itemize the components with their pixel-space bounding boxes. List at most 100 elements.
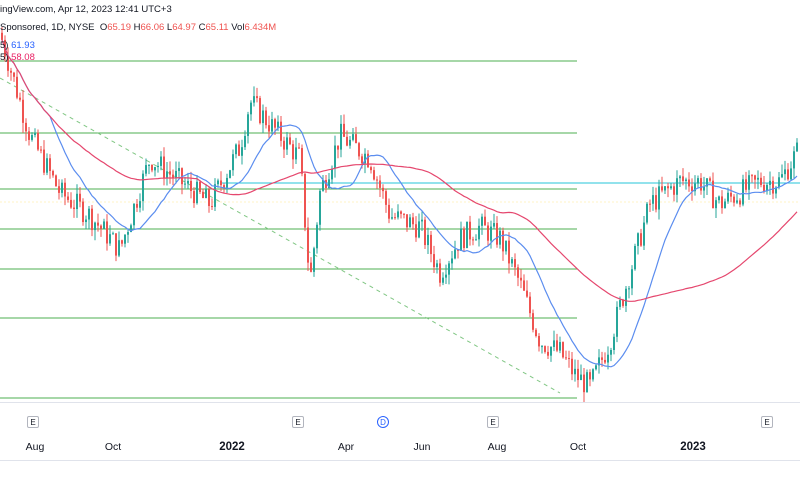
- candle-body: [517, 267, 519, 278]
- candle-body: [427, 234, 429, 246]
- candle-body: [34, 132, 36, 136]
- candle-body: [37, 132, 39, 150]
- candle-body: [166, 171, 168, 179]
- candle-body: [55, 175, 57, 187]
- candle-body: [403, 213, 405, 215]
- candle-body: [478, 225, 480, 240]
- earnings-event-marker[interactable]: E: [761, 416, 773, 428]
- candle-body: [163, 156, 165, 179]
- candle-body: [49, 158, 51, 171]
- candle-body: [544, 346, 546, 352]
- candle-body: [721, 196, 723, 209]
- candle-body: [289, 137, 291, 145]
- candle-body: [556, 340, 558, 351]
- candle-body: [82, 201, 84, 223]
- candle-body: [442, 277, 444, 283]
- candle-body: [379, 180, 381, 188]
- candle-body: [610, 349, 612, 355]
- candle-body: [562, 342, 564, 358]
- candle-body: [532, 313, 534, 330]
- candle-body: [763, 184, 765, 192]
- candle-body: [79, 193, 81, 202]
- candle-body: [712, 180, 714, 209]
- candle-body: [67, 196, 69, 200]
- candle-body: [301, 148, 303, 174]
- earnings-event-marker[interactable]: E: [487, 416, 499, 428]
- candle-body: [382, 187, 384, 192]
- earnings-event-marker[interactable]: E: [27, 416, 39, 428]
- candle-body: [793, 151, 795, 169]
- candle-body: [538, 335, 540, 347]
- candle-body: [295, 147, 297, 160]
- candle-body: [643, 222, 645, 246]
- candle-body: [472, 239, 474, 241]
- candle-body: [673, 186, 675, 195]
- candle-body: [592, 369, 594, 380]
- candle-body: [508, 240, 510, 264]
- candle-body: [283, 140, 285, 150]
- chart-header-line1: ingView.com, Apr 12, 2023 12:41 UTC+3: [0, 4, 172, 16]
- candle-body: [424, 219, 426, 246]
- candle-body: [259, 98, 261, 124]
- candle-body: [601, 357, 603, 360]
- candle-body: [76, 193, 78, 210]
- earnings-event-marker[interactable]: E: [292, 416, 304, 428]
- candle-body: [772, 180, 774, 194]
- ma-fast-value: 61.93: [11, 40, 35, 51]
- candle-body: [112, 233, 114, 235]
- candle-body: [445, 274, 447, 278]
- open-value: 65.19: [107, 22, 131, 33]
- candle-body: [304, 173, 306, 228]
- candle-body: [199, 181, 201, 192]
- candle-body: [337, 145, 339, 150]
- candle-body: [634, 245, 636, 270]
- candle-body: [697, 178, 699, 184]
- candle-body: [88, 208, 90, 220]
- candle-body: [226, 177, 228, 188]
- x-tick-label: Aug: [487, 441, 507, 453]
- close-value: 65.11: [205, 22, 229, 33]
- candle-body: [439, 263, 441, 283]
- candle-body: [457, 249, 459, 251]
- candle-body: [616, 306, 618, 337]
- dividend-event-marker[interactable]: D: [377, 416, 389, 428]
- candle-body: [667, 186, 669, 189]
- x-tick-label: 2022: [219, 441, 245, 453]
- candle-body: [328, 179, 330, 189]
- candle-body: [691, 186, 693, 192]
- candle-body: [748, 175, 750, 190]
- candle-body: [613, 336, 615, 350]
- candle-body: [19, 97, 21, 100]
- x-tick-label: 2023: [680, 441, 706, 453]
- candle-body: [637, 233, 639, 246]
- candle-body: [115, 233, 117, 256]
- candle-body: [268, 125, 270, 132]
- candle-body: [754, 175, 756, 180]
- x-tick-label: Oct: [104, 441, 122, 453]
- ma-fast-legend[interactable]: 5) 61.93: [0, 40, 35, 51]
- candle-body: [757, 177, 759, 180]
- candle-body: [496, 223, 498, 245]
- candle-body: [319, 190, 321, 225]
- candle-body: [781, 174, 783, 178]
- candle-body: [22, 99, 24, 123]
- candle-body: [310, 262, 312, 272]
- price-chart[interactable]: [0, 0, 800, 402]
- candle-body: [415, 224, 417, 238]
- candle-body: [274, 119, 276, 128]
- candle-body: [604, 359, 606, 363]
- candle-body: [481, 216, 483, 226]
- candle-body: [505, 240, 507, 252]
- candle-body: [127, 232, 129, 235]
- candle-body: [262, 110, 264, 124]
- candle-body: [751, 175, 753, 177]
- candle-body: [157, 165, 159, 168]
- ma-slow-legend[interactable]: 5) 58.08: [0, 52, 35, 63]
- candle-body: [679, 176, 681, 179]
- candle-body: [151, 164, 153, 171]
- candle-body: [559, 342, 561, 351]
- candle-body: [466, 221, 468, 249]
- candle-body: [391, 217, 393, 219]
- time-axis: [0, 402, 800, 488]
- candle-body: [682, 176, 684, 182]
